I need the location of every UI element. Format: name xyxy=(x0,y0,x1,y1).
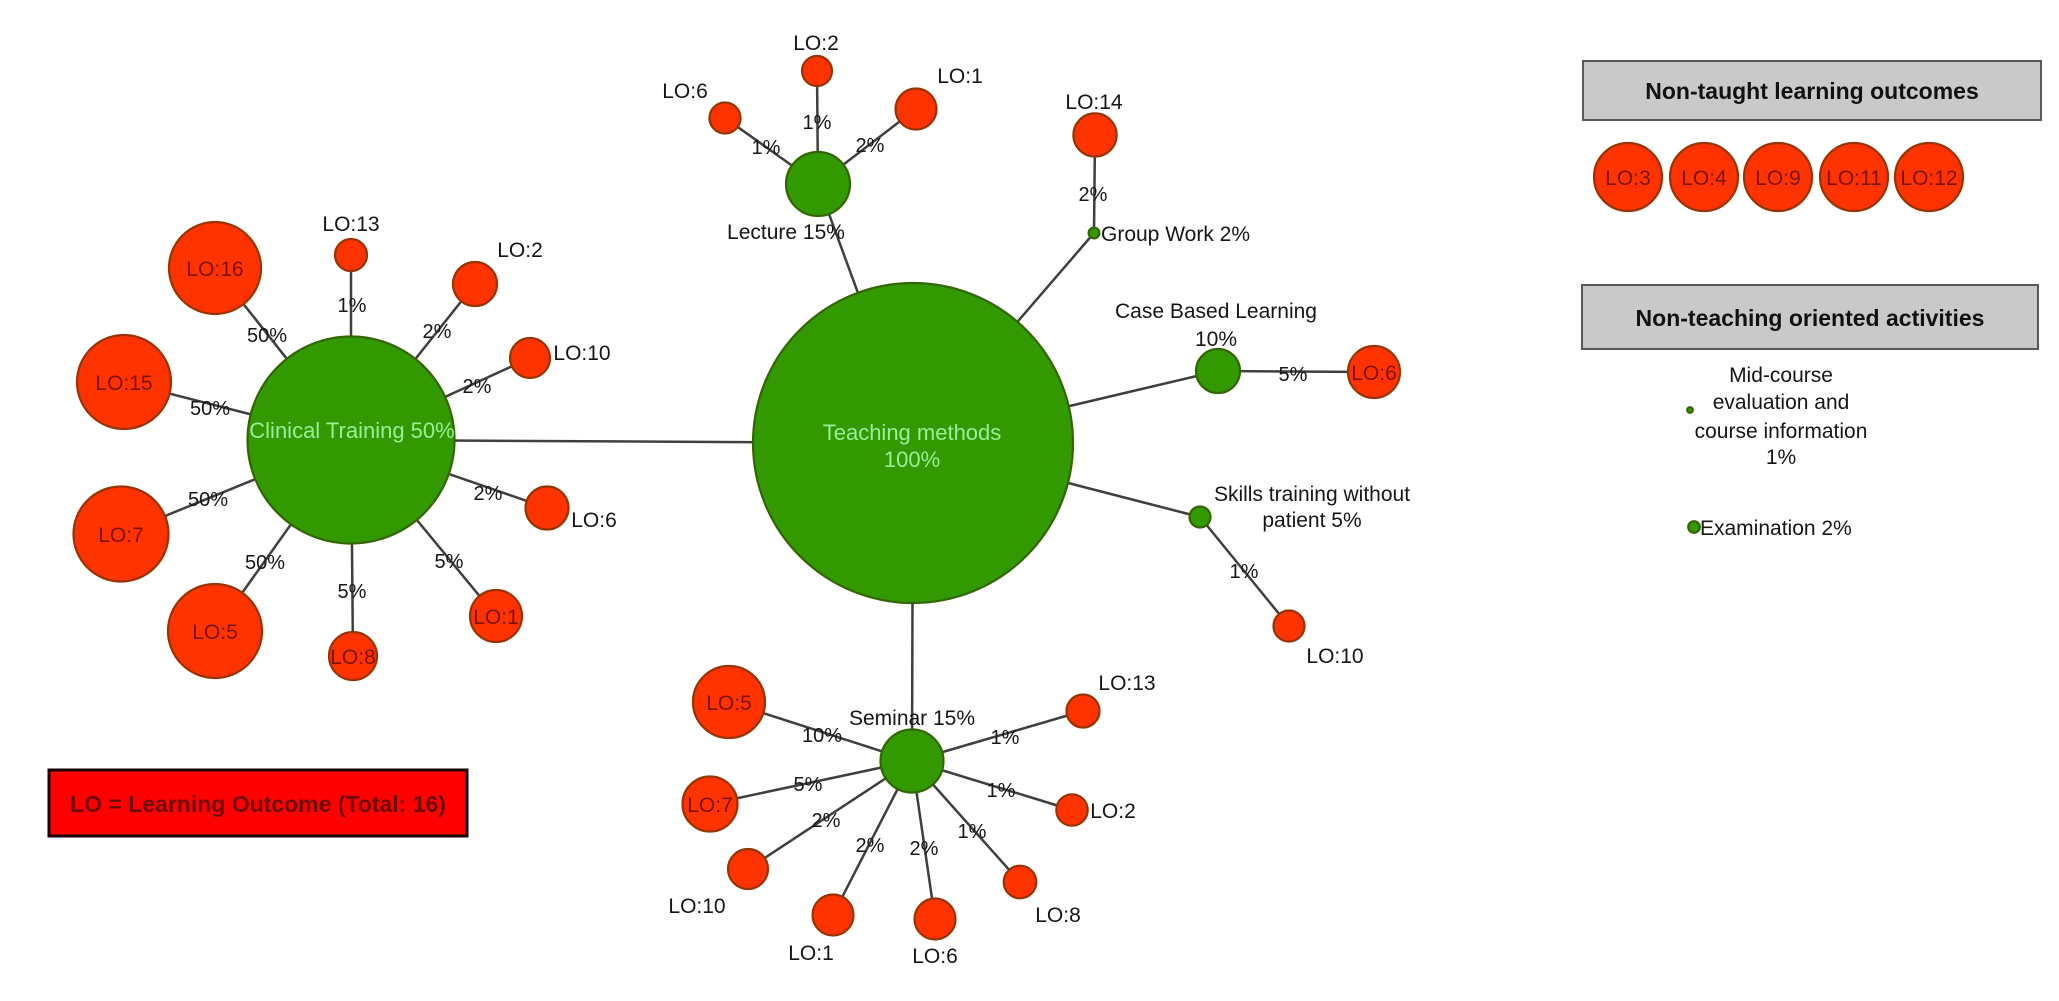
svg-text:5%: 5% xyxy=(338,581,367,603)
svg-text:LO:2: LO:2 xyxy=(497,239,543,262)
svg-text:LO:6: LO:6 xyxy=(1351,362,1397,385)
svg-text:Non-teaching oriented activiti: Non-teaching oriented activities xyxy=(1636,305,1985,331)
svg-text:LO:5: LO:5 xyxy=(706,692,752,715)
svg-text:1%: 1% xyxy=(991,727,1020,749)
svg-text:10%: 10% xyxy=(1195,328,1237,351)
svg-text:LO:3: LO:3 xyxy=(1605,167,1651,190)
svg-text:LO:13: LO:13 xyxy=(322,213,379,236)
svg-text:course information: course information xyxy=(1695,420,1868,443)
svg-text:5%: 5% xyxy=(435,551,464,573)
svg-text:1%: 1% xyxy=(1766,446,1796,469)
svg-text:50%: 50% xyxy=(188,489,228,511)
svg-text:Mid-course: Mid-course xyxy=(1729,364,1833,387)
svg-text:Lecture 15%: Lecture 15% xyxy=(727,221,845,244)
svg-text:LO:2: LO:2 xyxy=(793,32,839,55)
svg-text:LO:10: LO:10 xyxy=(1306,645,1363,668)
svg-text:50%: 50% xyxy=(247,325,287,347)
svg-text:patient 5%: patient 5% xyxy=(1262,509,1361,532)
svg-text:LO:14: LO:14 xyxy=(1065,91,1123,114)
svg-text:LO:1: LO:1 xyxy=(473,606,519,629)
svg-text:2%: 2% xyxy=(463,376,492,398)
svg-text:LO:9: LO:9 xyxy=(1755,167,1801,190)
svg-text:LO:13: LO:13 xyxy=(1098,672,1155,695)
svg-text:2%: 2% xyxy=(1079,184,1108,206)
svg-text:1%: 1% xyxy=(338,295,367,317)
svg-text:evaluation and: evaluation and xyxy=(1713,391,1850,414)
svg-text:LO:7: LO:7 xyxy=(98,524,144,547)
svg-text:10%: 10% xyxy=(802,725,842,747)
svg-text:LO:6: LO:6 xyxy=(662,80,708,103)
svg-text:LO:12: LO:12 xyxy=(1900,167,1957,190)
svg-text:Group Work 2%: Group Work 2% xyxy=(1101,223,1250,246)
svg-text:Seminar 15%: Seminar 15% xyxy=(849,707,975,730)
svg-text:LO:15: LO:15 xyxy=(95,372,152,395)
svg-text:100%: 100% xyxy=(884,447,940,472)
svg-text:LO:10: LO:10 xyxy=(553,342,610,365)
svg-text:1%: 1% xyxy=(987,780,1016,802)
svg-text:LO:8: LO:8 xyxy=(1035,904,1081,927)
svg-text:1%: 1% xyxy=(958,821,987,843)
svg-text:LO:1: LO:1 xyxy=(788,942,834,965)
svg-text:LO:1: LO:1 xyxy=(937,65,983,88)
svg-text:2%: 2% xyxy=(423,321,452,343)
svg-text:LO:2: LO:2 xyxy=(1090,800,1136,823)
svg-text:2%: 2% xyxy=(910,838,939,860)
svg-text:Case Based Learning: Case Based Learning xyxy=(1115,300,1317,323)
svg-text:2%: 2% xyxy=(856,135,885,157)
svg-text:2%: 2% xyxy=(474,483,503,505)
svg-text:LO:16: LO:16 xyxy=(186,258,243,281)
svg-text:1%: 1% xyxy=(803,112,832,134)
svg-text:LO:6: LO:6 xyxy=(571,509,617,532)
svg-text:Clinical Training 50%: Clinical Training 50% xyxy=(249,418,454,443)
svg-text:LO:6: LO:6 xyxy=(912,945,958,968)
svg-text:Teaching methods: Teaching methods xyxy=(823,420,1002,445)
svg-text:2%: 2% xyxy=(856,835,885,857)
svg-text:LO:7: LO:7 xyxy=(687,794,733,817)
svg-text:LO:8: LO:8 xyxy=(330,646,376,669)
svg-text:2%: 2% xyxy=(812,810,841,832)
svg-text:50%: 50% xyxy=(245,552,285,574)
svg-text:1%: 1% xyxy=(1230,561,1259,583)
svg-text:LO = Learning Outcome (Total:: LO = Learning Outcome (Total: 16) xyxy=(70,791,446,817)
svg-text:50%: 50% xyxy=(190,398,230,420)
svg-text:5%: 5% xyxy=(794,774,823,796)
svg-text:LO:5: LO:5 xyxy=(192,621,238,644)
svg-text:1%: 1% xyxy=(752,137,781,159)
svg-text:Non-taught learning outcomes: Non-taught learning outcomes xyxy=(1645,78,1979,104)
svg-text:Examination 2%: Examination 2% xyxy=(1700,517,1852,540)
svg-text:5%: 5% xyxy=(1279,364,1308,386)
svg-text:LO:11: LO:11 xyxy=(1826,167,1882,190)
svg-text:LO:10: LO:10 xyxy=(668,895,725,918)
svg-text:Skills training without: Skills training without xyxy=(1214,483,1410,506)
svg-text:LO:4: LO:4 xyxy=(1681,167,1727,190)
